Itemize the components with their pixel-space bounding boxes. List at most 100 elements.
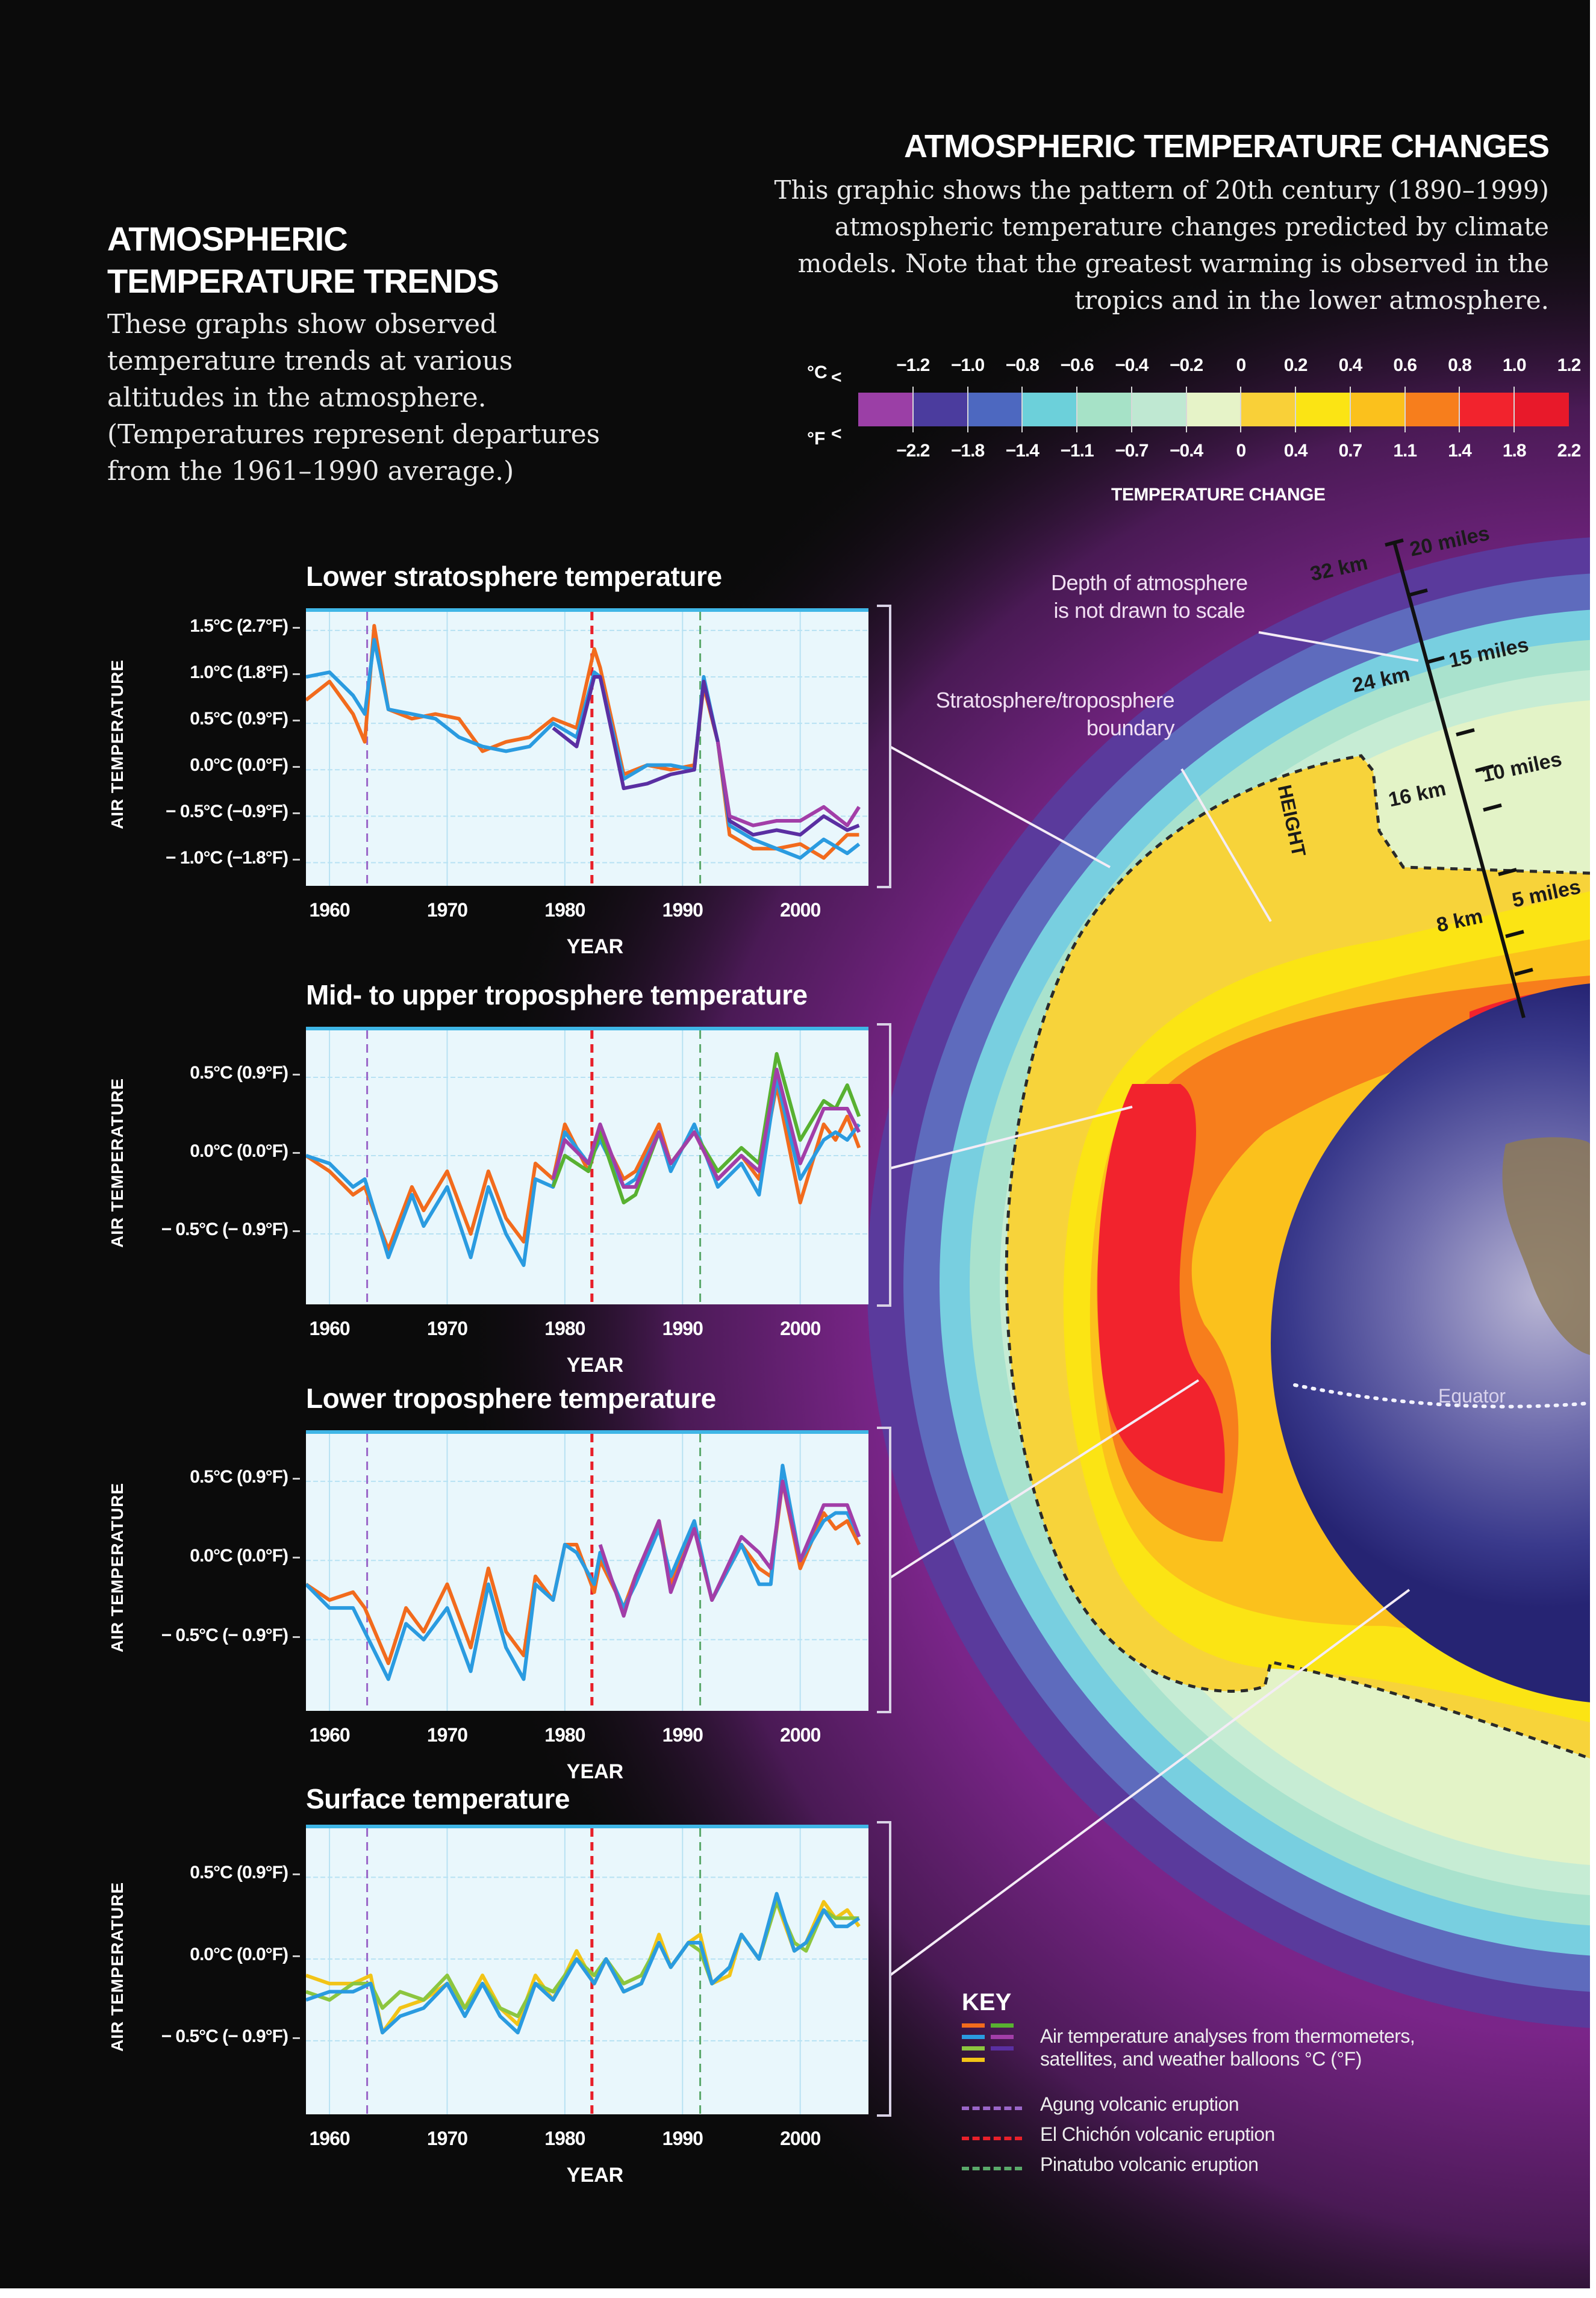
chart-bracket [877,1427,891,1713]
x-tick-label: 1980 [544,899,585,921]
fahrenheit-labels: −2.2 −1.8 −1.4 −1.1 −0.7 −0.4 0 0.4 0.7 1.1 1.4 1.8… [795,441,1590,465]
y-tick-label: 0.0°C (0.0°F) [190,1546,288,1566]
y-tick-label: 1.0°C (1.8°F) [190,662,288,682]
x-tick-label: 1990 [662,1318,703,1339]
y-tick-label: 0.5°C (0.9°F) [190,1466,288,1487]
y-tick-label: − 0.5°C (− 0.9°F) [161,1219,288,1239]
x-tick-label: 2000 [780,899,821,921]
x-tick-label: 2000 [780,1724,821,1746]
scale-label: −0.2 [1169,355,1203,375]
y-tick-mark [293,673,300,675]
scale-tick [1459,387,1460,432]
color-scale-label: TEMPERATURE CHANGE [1111,485,1326,505]
x-tick-label: 1990 [662,899,703,921]
color-swatch [1241,393,1296,426]
series-swatches [962,2023,1016,2072]
chart-svg [306,1828,868,2114]
desc-line: from the 1961–1990 average.) [107,456,514,487]
lt-symbol: < [831,367,842,387]
series-line-blue [306,1076,861,1267]
scale-tick [1021,387,1023,432]
y-tick-mark [293,1477,300,1480]
scale-tick [1076,387,1078,432]
chart-title: Surface temperature [306,1783,570,1814]
key-event-label: El Chichón volcanic eruption [1040,2123,1275,2145]
scale-tick [1349,387,1351,432]
plot-area [306,1430,868,1711]
key-event-label: Agung volcanic eruption [1040,2093,1239,2115]
color-bar [858,393,1569,426]
desc-line: models. Note that the greatest warming i… [797,249,1549,278]
scale-tick [1404,387,1406,432]
y-tick-label: − 0.5°C (−0.9°F) [165,802,288,822]
x-tick-label: 1970 [426,1724,468,1746]
scale-label: 1.1 [1393,441,1417,461]
color-swatch [1131,393,1186,426]
desc-line: This graphic shows the pattern of 20th c… [774,175,1550,205]
series-swatch [991,2023,1014,2028]
chart-title: Lower stratosphere temperature [306,561,722,592]
scale-label: 0.8 [1448,355,1472,375]
trends-description: These graphs show observed temperature t… [107,306,649,490]
key-event-row: El Chichón volcanic eruption [962,2123,1275,2146]
x-axis-label: YEAR [566,935,624,958]
scale-label: −1.2 [896,355,930,375]
y-tick-label: 0.0°C (0.0°F) [190,1141,288,1161]
y-tick-label: 1.5°C (2.7°F) [190,615,288,636]
x-tick-label: 2000 [780,1318,821,1339]
scale-label: 1.8 [1502,441,1527,461]
dashed-line-icon [962,2106,1022,2110]
y-tick-label: 0.0°C (0.0°F) [190,755,288,776]
y-tick-mark [293,720,300,722]
y-tick-label: 0.0°C (0.0°F) [190,1945,288,1965]
dashed-line-icon [962,2166,1022,2170]
color-swatch [1459,393,1515,426]
celsius-labels: −1.2 −1.0 −0.8 −0.6 −0.4 −0.2 0 0.2 0.4 0.6 0.8 1.0… [795,355,1590,379]
scale-label: −1.4 [1005,441,1040,461]
x-axis-label: YEAR [566,2164,624,2187]
scale-tick [967,387,968,432]
scale-label: 1.2 [1557,355,1582,375]
scale-label: 0.4 [1283,441,1308,461]
scale-label: −0.8 [1005,355,1040,375]
x-tick-label: 1960 [309,1724,350,1746]
changes-description: This graphic shows the pattern of 20th c… [706,172,1550,319]
series-line-orange [306,1479,861,1666]
y-tick-label: − 1.0°C (−1.8°F) [165,848,288,868]
x-tick-label: 1960 [309,1318,350,1339]
scale-label: 0.6 [1393,355,1417,375]
y-tick-mark [293,859,300,861]
color-swatch [1077,393,1132,426]
y-tick-label: − 0.5°C (− 0.9°F) [161,2026,288,2046]
series-swatch [962,2023,985,2028]
plot-area [306,1027,868,1304]
x-tick-label: 1960 [309,899,350,921]
annot-line: is not drawn to scale [1053,598,1245,623]
chart-bracket [877,605,891,888]
depth-annotation: Depth of atmosphere is not drawn to scal… [1051,569,1248,624]
scale-label: −1.8 [950,441,985,461]
scale-label: −2.2 [896,441,930,461]
series-swatch [962,2058,985,2062]
scale-label: 0.7 [1338,441,1363,461]
color-swatch [858,393,913,426]
scale-label: 0 [1236,441,1247,461]
scale-tick [912,387,914,432]
leader-lines [889,631,1419,1976]
chart-svg [306,1030,868,1304]
plot-area [306,608,868,886]
key-title: KEY [962,1989,1012,2016]
trends-title-line1: ATMOSPHERIC [107,220,348,258]
series-line-orange [306,624,859,860]
fahrenheit-unit: °F [807,429,826,449]
celsius-unit: °C [807,363,828,382]
desc-line: atmospheric temperature changes predicte… [834,212,1549,241]
scale-label: −1.1 [1060,441,1094,461]
scale-tick [1130,387,1132,432]
scale-label: −0.4 [1115,355,1149,375]
key-text-line: satellites, and weather balloons °C (°F) [1040,2048,1362,2070]
key-event-row: Agung volcanic eruption [962,2093,1239,2116]
annot-line: Depth of atmosphere [1051,570,1248,595]
height-axis [1385,538,1533,1018]
